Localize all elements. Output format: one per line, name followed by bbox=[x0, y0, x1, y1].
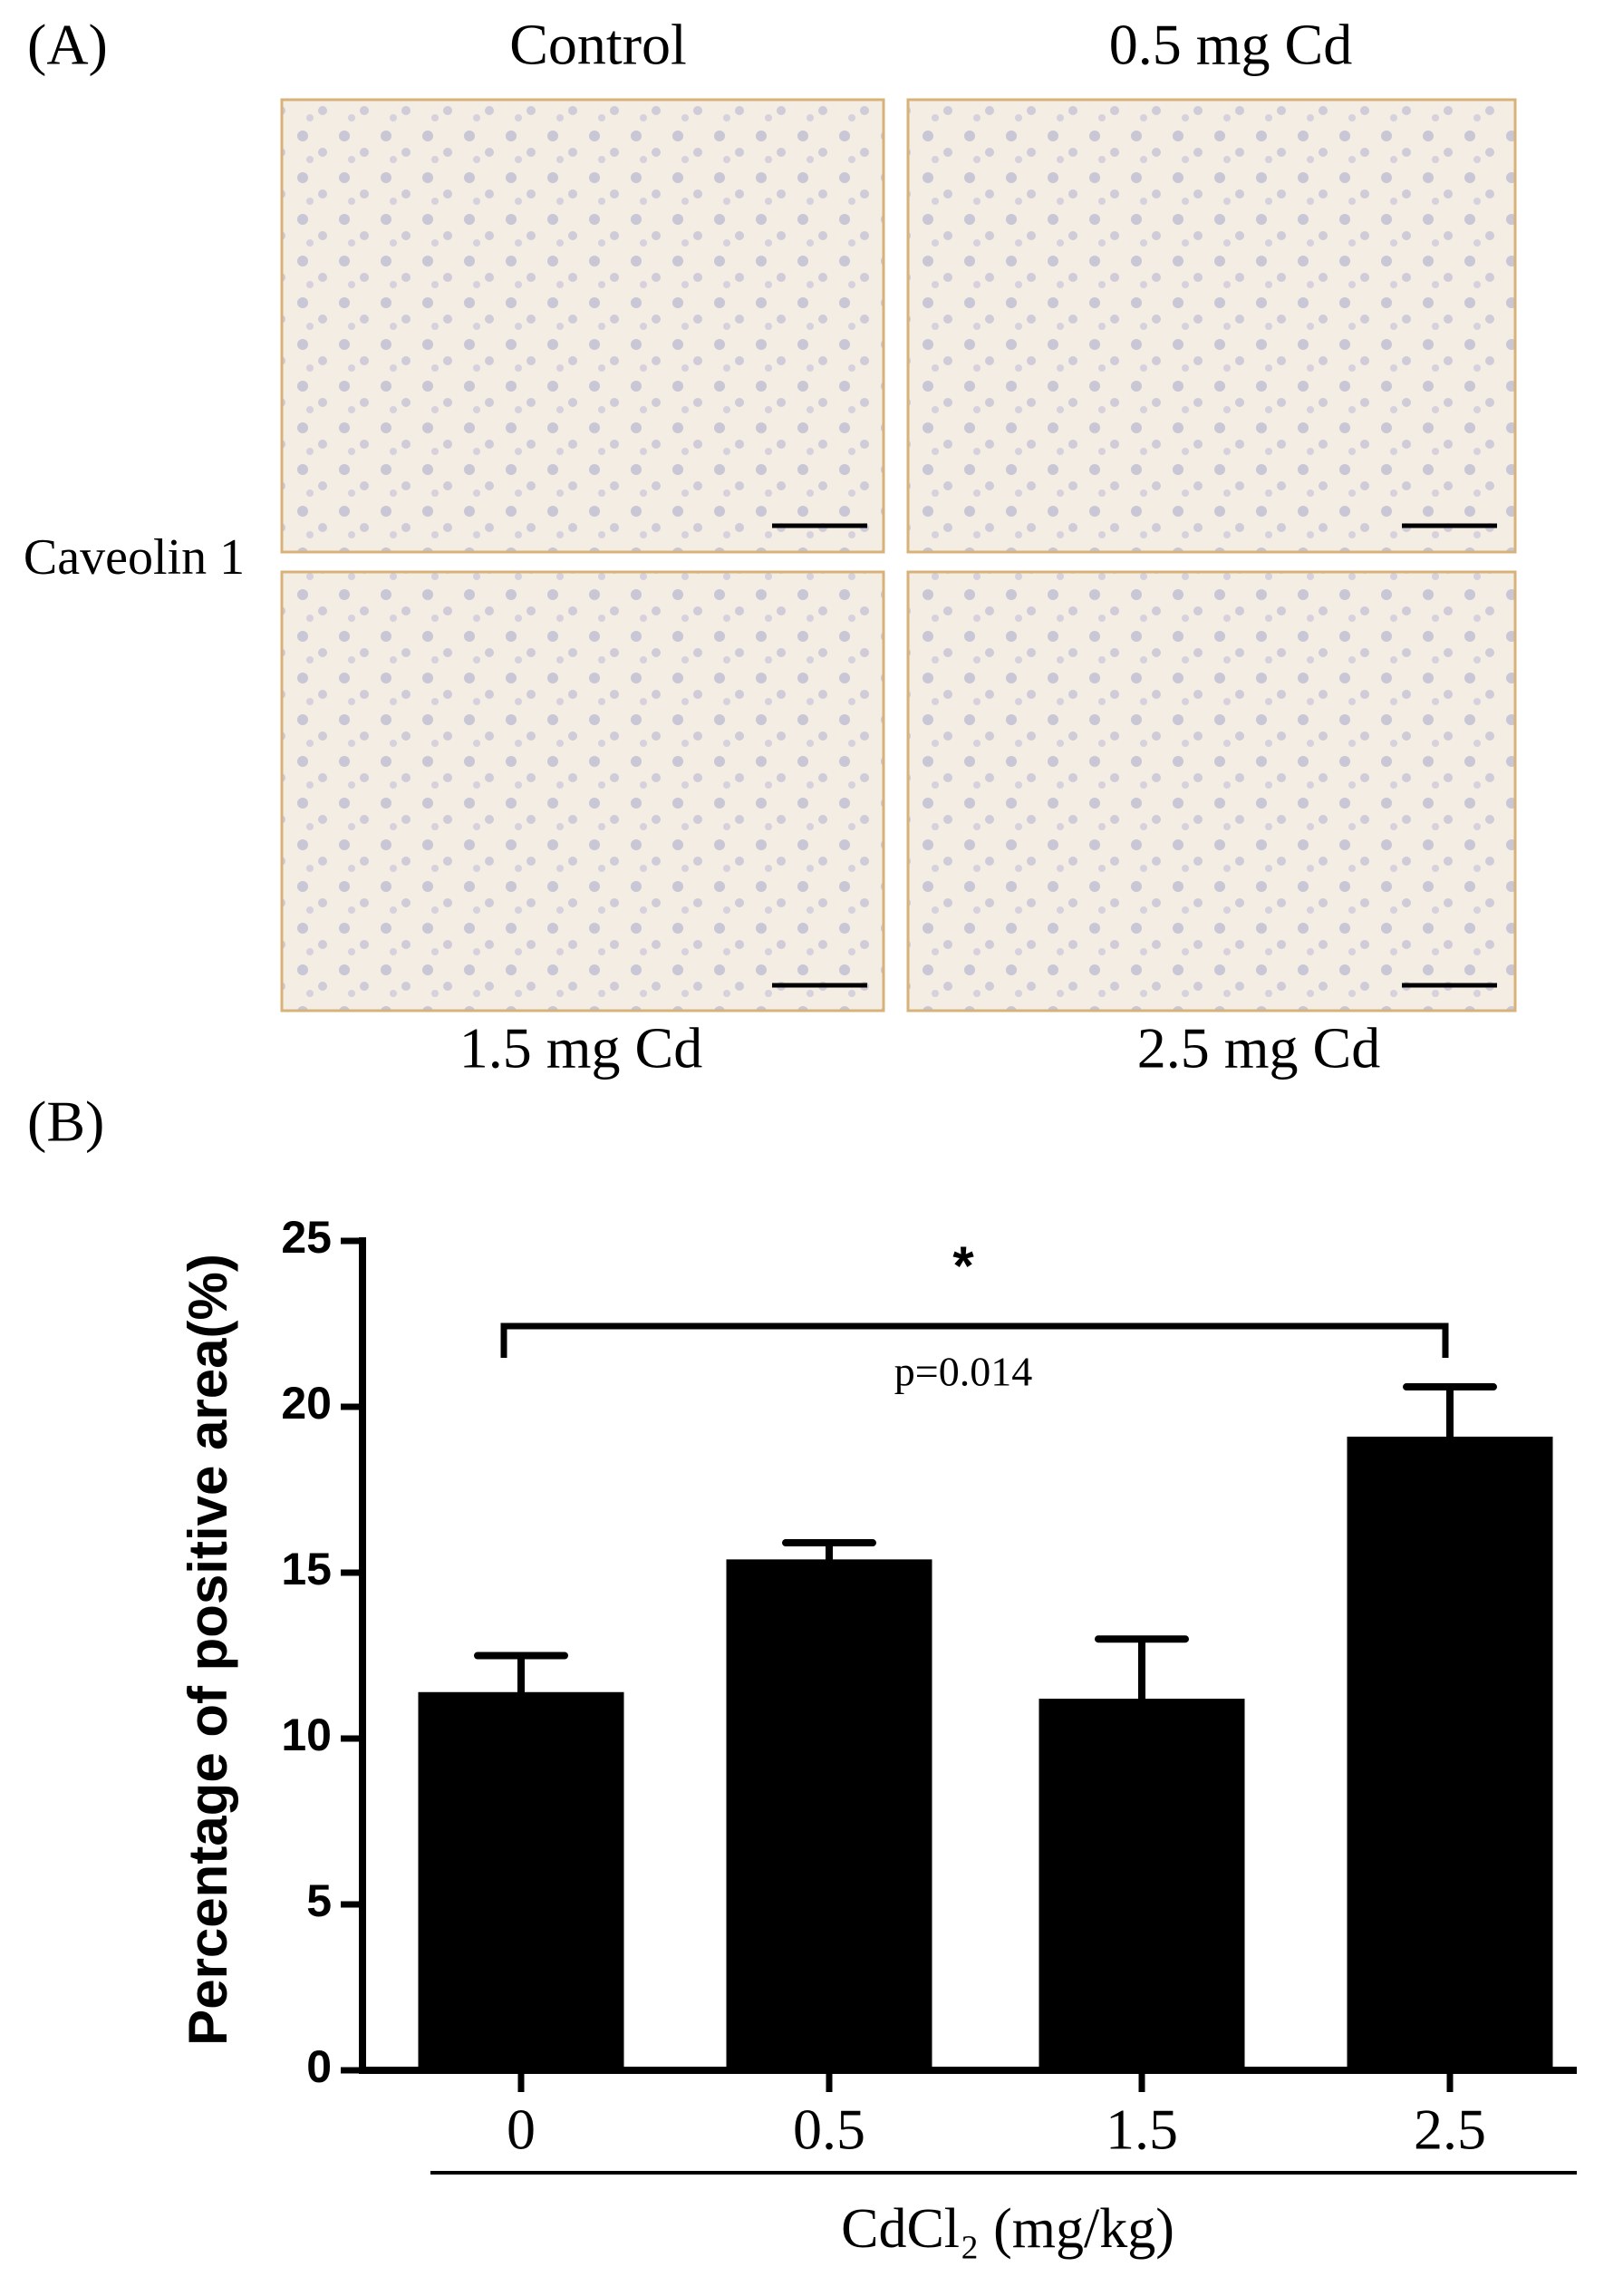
column-label: 1.5 mg Cd bbox=[459, 1016, 702, 1080]
bar bbox=[726, 1559, 932, 2070]
panel-label: (B) bbox=[27, 1090, 104, 1154]
micrograph bbox=[280, 98, 885, 554]
column-label: 2.5 mg Cd bbox=[1137, 1016, 1380, 1080]
micrographs bbox=[280, 98, 1517, 1012]
p-value: p=0.014 bbox=[894, 1349, 1032, 1395]
bar bbox=[1039, 1699, 1245, 2070]
micrograph bbox=[280, 570, 885, 1012]
y-tick-label: 0 bbox=[306, 2041, 332, 2092]
x-tick-label: 0 bbox=[507, 2097, 536, 2162]
bar bbox=[418, 1691, 624, 2070]
column-label: Control bbox=[509, 13, 687, 77]
micrograph bbox=[906, 570, 1517, 1012]
comparison-bracket bbox=[500, 1322, 1449, 1358]
error-bar bbox=[474, 1652, 568, 1696]
x-tick-label: 0.5 bbox=[793, 2097, 865, 2162]
y-tick-label: 5 bbox=[306, 1875, 332, 1926]
significance-mark: * bbox=[952, 1235, 974, 1296]
error-bar bbox=[1095, 1635, 1189, 1703]
x-axis-label: CdCl₂ (mg/kg) bbox=[841, 2198, 1174, 2260]
y-tick-label: 15 bbox=[281, 1544, 332, 1594]
error-bar bbox=[1403, 1383, 1497, 1440]
panel-label: (A) bbox=[27, 13, 108, 77]
error-bar bbox=[782, 1539, 876, 1564]
y-tick-label: 25 bbox=[281, 1212, 332, 1263]
y-tick-label: 10 bbox=[281, 1710, 332, 1760]
x-tick-label: 2.5 bbox=[1414, 2097, 1486, 2162]
column-label: 0.5 mg Cd bbox=[1109, 13, 1352, 77]
x-tick-label: 1.5 bbox=[1106, 2097, 1178, 2162]
micrograph bbox=[906, 98, 1517, 554]
row-label: Caveolin 1 bbox=[24, 529, 245, 586]
y-tick-label: 20 bbox=[281, 1378, 332, 1429]
bar bbox=[1347, 1436, 1553, 2070]
y-axis-label: Percentage of positive area(%) bbox=[178, 1254, 238, 2046]
